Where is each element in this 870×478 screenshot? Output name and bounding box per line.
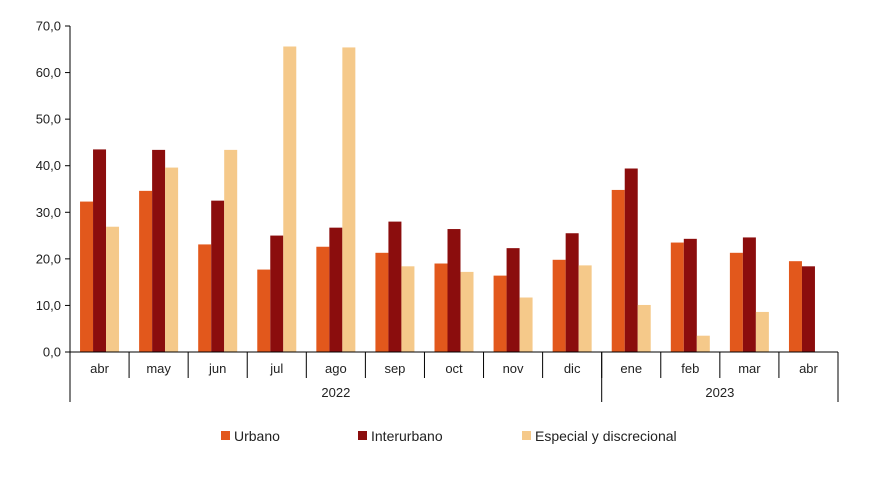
bar	[624, 168, 638, 352]
x-tick-label: sep	[384, 361, 405, 376]
y-tick-label: 30,0	[36, 205, 61, 220]
bar	[93, 149, 107, 352]
legend-label: Interurbano	[371, 428, 443, 444]
bar	[683, 238, 697, 352]
y-tick-label: 70,0	[36, 19, 61, 34]
legend-swatch	[221, 431, 230, 440]
x-group-label: 2023	[705, 385, 734, 400]
bar	[165, 167, 179, 352]
x-tick-label: feb	[681, 361, 699, 376]
bar	[139, 190, 153, 352]
bar	[637, 304, 651, 352]
bar	[788, 261, 802, 352]
x-tick-label: mar	[738, 361, 761, 376]
bar	[447, 229, 461, 352]
bar	[729, 252, 743, 352]
bar	[283, 46, 297, 353]
y-axis: 0,0 10,0 20,0 30,0 40,0 50,0 60,0 70,0	[36, 19, 71, 360]
bar	[611, 189, 625, 352]
x-group-label: 2022	[321, 385, 350, 400]
x-axis: abr may jun jul ago sep oct nov dic ene feb mar abr 2…	[69, 351, 839, 402]
bar	[696, 335, 710, 352]
bar	[493, 275, 507, 352]
x-tick-label: may	[146, 361, 171, 376]
y-tick-label: 20,0	[36, 251, 61, 266]
bar	[80, 201, 94, 352]
legend: Urbano Interurbano Especial y discrecional	[221, 428, 677, 444]
bar	[342, 47, 356, 353]
bar	[316, 246, 330, 352]
bar	[801, 266, 815, 352]
bar	[375, 252, 389, 352]
bar	[578, 265, 592, 352]
x-tick-label: abr	[799, 361, 818, 376]
y-tick-label: 10,0	[36, 298, 61, 313]
bar	[552, 259, 566, 352]
bar	[106, 226, 120, 352]
legend-swatch	[522, 431, 531, 440]
x-tick-label: ago	[325, 361, 347, 376]
bar	[460, 271, 474, 352]
bar	[434, 263, 448, 352]
x-tick-label: jul	[269, 361, 283, 376]
x-tick-label: nov	[503, 361, 524, 376]
bar	[401, 266, 415, 352]
legend-label: Urbano	[234, 428, 280, 444]
bars	[80, 46, 815, 353]
y-tick-label: 60,0	[36, 65, 61, 80]
bar	[152, 149, 166, 352]
bar	[519, 297, 533, 352]
x-tick-label: ene	[620, 361, 642, 376]
y-tick-label: 0,0	[43, 345, 61, 360]
bar	[670, 242, 684, 352]
legend-swatch	[358, 431, 367, 440]
y-tick-label: 50,0	[36, 112, 61, 127]
bar	[211, 200, 225, 352]
bar	[742, 237, 756, 352]
bar	[329, 227, 343, 352]
bar	[755, 311, 769, 352]
x-tick-label: oct	[445, 361, 463, 376]
bar	[506, 248, 520, 352]
legend-label: Especial y discrecional	[535, 428, 677, 444]
x-tick-label: dic	[564, 361, 581, 376]
bar	[565, 233, 579, 352]
bar	[257, 269, 271, 352]
bar	[270, 235, 284, 352]
x-tick-label: abr	[90, 361, 109, 376]
bar	[388, 221, 402, 352]
bar	[224, 149, 238, 352]
y-tick-label: 40,0	[36, 158, 61, 173]
bar	[198, 244, 212, 352]
x-tick-label: jun	[208, 361, 226, 376]
